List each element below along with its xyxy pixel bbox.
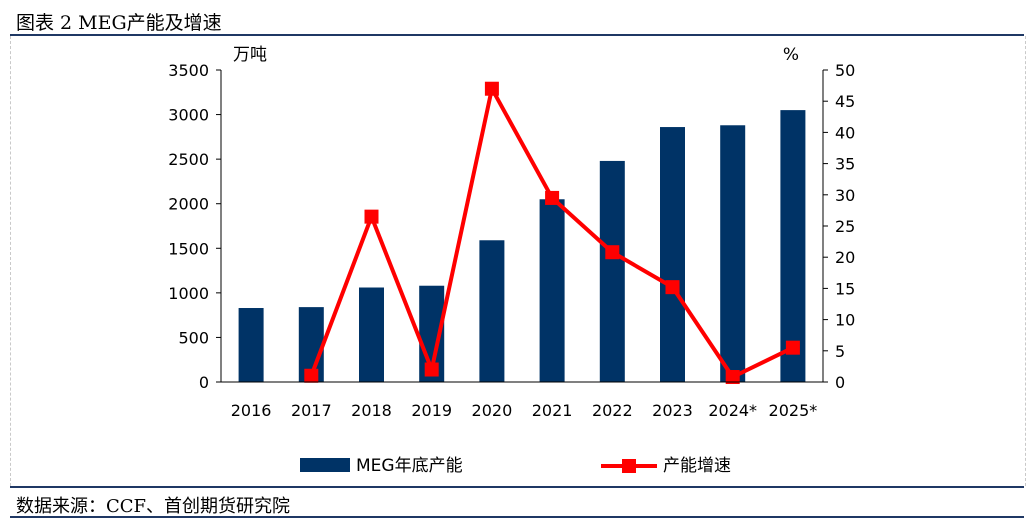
- y-right-tick-label: 0: [835, 373, 845, 392]
- y-left-tick-label: 2500: [168, 150, 209, 169]
- growth-marker-2022: [605, 245, 620, 260]
- x-tick-label: 2019: [411, 401, 452, 420]
- y-left-tick-label: 2000: [168, 195, 209, 214]
- x-tick-label: 2023: [652, 401, 693, 420]
- axis-layer: 0 500 1000 1500 2000 2500 3000 3500 0 5 10 15 20 25 30…: [168, 45, 855, 420]
- bar-2023: [660, 127, 685, 383]
- chart-svg: 0 500 1000 1500 2000 2500 3000 3500 0 5 10 15 20 25 30…: [168, 45, 855, 476]
- source-footer: 数据来源：CCF、首创期货研究院: [10, 486, 1024, 518]
- y-left-tick-label: 3500: [168, 61, 209, 80]
- legend-layer: MEG年底产能 产能增速: [300, 456, 731, 476]
- legend-line-label: 产能增速: [663, 456, 731, 476]
- source-note: 数据来源：CCF、首创期货研究院: [16, 496, 291, 517]
- bar-2022: [599, 160, 625, 382]
- figure-title-bar: 图表 2 MEG产能及增速: [10, 4, 1024, 36]
- y-right-tick-label: 5: [835, 342, 845, 361]
- bar-2024*: [720, 125, 746, 383]
- growth-marker-2024*: [725, 370, 740, 385]
- x-tick-label: 2024*: [708, 401, 757, 420]
- y-right-tick-label: 10: [835, 311, 855, 330]
- growth-marker-2025*: [785, 340, 800, 355]
- bar-2020: [479, 240, 505, 382]
- y-right-tick-label: 20: [835, 248, 855, 267]
- y-right-tick-label: 50: [835, 61, 855, 80]
- legend-bar-swatch: [300, 458, 350, 472]
- growth-marker-2017: [304, 368, 319, 383]
- y-right-tick-label: 25: [835, 217, 855, 236]
- growth-marker-2018: [364, 209, 379, 224]
- growth-marker-2019: [424, 362, 439, 377]
- y-left-unit-label: 万吨: [233, 45, 267, 65]
- y-right-tick-label: 40: [835, 123, 855, 142]
- growth-marker-2020: [484, 81, 499, 96]
- bar-2016: [238, 308, 264, 382]
- x-tick-label: 2021: [532, 401, 573, 420]
- x-tick-label: 2022: [592, 401, 633, 420]
- x-tick-label: 2025*: [769, 401, 818, 420]
- legend-bar-label: MEG年底产能: [356, 456, 463, 476]
- legend-line-marker: [622, 459, 636, 473]
- y-right-tick-label: 35: [835, 155, 855, 174]
- x-tick-label: 2018: [351, 401, 392, 420]
- bar-2025*: [780, 110, 806, 382]
- y-right-tick-label: 30: [835, 186, 855, 205]
- y-right-tick-label: 15: [835, 279, 855, 298]
- x-tick-label: 2016: [231, 401, 272, 420]
- y-right-unit-label: %: [783, 45, 799, 65]
- growth-marker-2021: [545, 190, 560, 205]
- line-layer: [304, 81, 800, 385]
- y-left-tick-label: 3000: [168, 106, 209, 125]
- bar-2021: [539, 199, 565, 382]
- chart-area: 0 500 1000 1500 2000 2500 3000 3500 0 5 10 15 20 25 30…: [10, 36, 1026, 486]
- y-left-tick-label: 1500: [168, 239, 209, 258]
- bars-layer: [238, 110, 806, 383]
- y-left-tick-label: 1000: [168, 284, 209, 303]
- y-left-tick-label: 0: [199, 373, 209, 392]
- growth-marker-2023: [665, 280, 680, 295]
- bar-2018: [359, 287, 384, 382]
- y-left-tick-label: 500: [178, 328, 209, 347]
- x-tick-label: 2017: [291, 401, 332, 420]
- figure-title: 图表 2 MEG产能及增速: [16, 12, 222, 34]
- x-tick-label: 2020: [472, 401, 513, 420]
- y-right-tick-label: 45: [835, 92, 855, 111]
